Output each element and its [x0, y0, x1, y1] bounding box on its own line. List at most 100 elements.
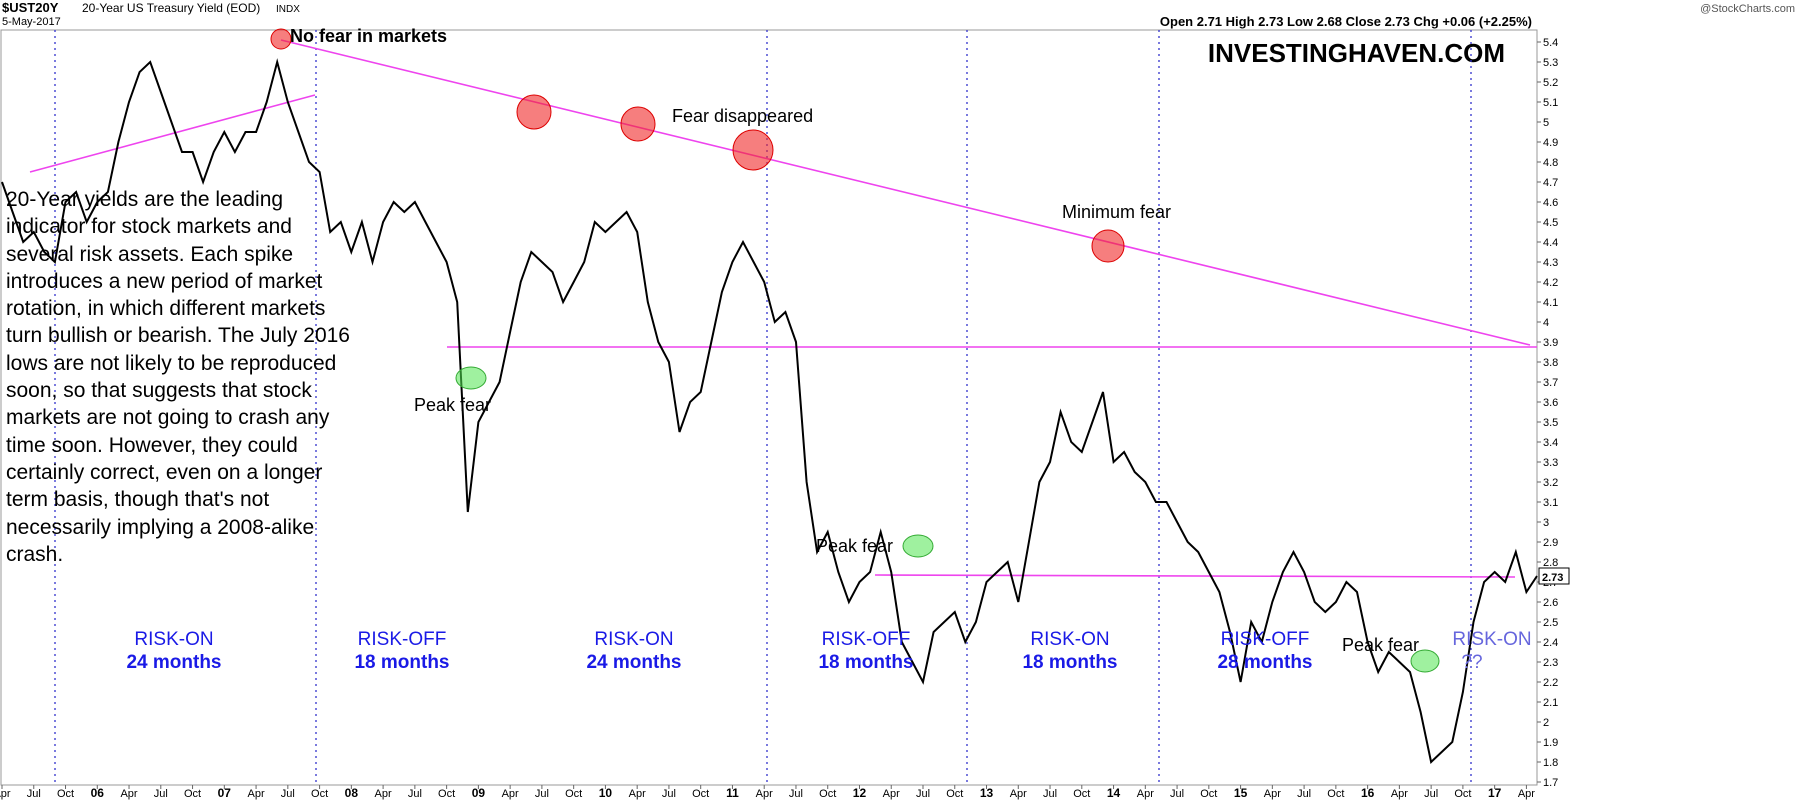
regime-label: RISK-OFF [358, 629, 447, 650]
chart-title: $UST20Y [2, 0, 59, 15]
y-tick-label: 3.6 [1543, 397, 1558, 409]
x-tick-label: Apr [248, 788, 265, 800]
x-tick-label: Oct [1200, 788, 1217, 800]
y-tick-label: 3.7 [1543, 377, 1558, 389]
description: 20-Year yields are the leading indicator… [6, 188, 350, 566]
x-tick-label: 11 [726, 786, 739, 800]
regime-duration: 24 months [586, 652, 681, 673]
annotation: Peak fear [816, 536, 893, 556]
x-tick-label: Apr [502, 788, 519, 800]
regime-duration: 18 months [818, 652, 913, 673]
annotation: Minimum fear [1062, 202, 1171, 222]
x-tick-label: Oct [1327, 788, 1344, 800]
watermark: INVESTINGHAVEN.COM [1208, 38, 1505, 68]
regime-label: RISK-ON [134, 629, 213, 650]
yield-line [1, 58, 1538, 764]
source: @StockCharts.com [1700, 3, 1795, 15]
y-tick-label: 3.9 [1543, 337, 1558, 349]
y-tick-label: 4.9 [1543, 137, 1558, 149]
y-tick-label: 3.4 [1543, 437, 1558, 449]
trough-ellipse [902, 534, 934, 558]
regime-label: RISK-ON [594, 629, 673, 650]
regime-label: RISK-OFF [1221, 629, 1310, 650]
y-tick-label: 2.9 [1543, 537, 1558, 549]
regime-duration: ?? [1461, 652, 1482, 673]
y-tick-label: 4.6 [1543, 197, 1558, 209]
x-tick-label: Apr [0, 788, 11, 800]
x-tick-label: Jul [1424, 788, 1438, 800]
y-tick-label: 4.2 [1543, 277, 1558, 289]
x-tick-label: Jul [662, 788, 676, 800]
y-tick-label: 4.4 [1543, 237, 1558, 249]
x-tick-label: 12 [853, 786, 867, 800]
peak-circle [270, 28, 292, 50]
peak-circle [516, 94, 552, 130]
y-tick-label: 4.3 [1543, 257, 1558, 269]
quote: Open 2.71 High 2.73 Low 2.68 Close 2.73 … [1160, 14, 1532, 29]
y-tick-label: 2.2 [1543, 677, 1558, 689]
annotation: Peak fear [414, 395, 491, 415]
y-tick-label: 2.6 [1543, 597, 1558, 609]
chart-subtitle: 20-Year US Treasury Yield (EOD) [82, 1, 260, 15]
x-tick-label: Apr [1391, 788, 1408, 800]
trend-line [29, 94, 316, 173]
y-tick-label: 5.1 [1543, 97, 1558, 109]
x-tick-label: 13 [980, 786, 994, 800]
x-tick-label: Jul [1297, 788, 1311, 800]
x-tick-label: Jul [789, 788, 803, 800]
y-tick-label: 2.3 [1543, 657, 1558, 669]
trend-line [280, 39, 1531, 346]
y-tick-label: 5 [1543, 117, 1549, 129]
y-tick-label: 3.3 [1543, 457, 1558, 469]
y-tick-label: 3.2 [1543, 477, 1558, 489]
regime-duration: 18 months [354, 652, 449, 673]
regime-label: RISK-ON [1030, 629, 1109, 650]
y-tick-label: 2.8 [1543, 557, 1558, 569]
y-tick-label: 1.7 [1543, 777, 1558, 789]
x-tick-label: Oct [1454, 788, 1471, 800]
y-tick-label: 4.7 [1543, 177, 1558, 189]
regime-duration: 24 months [126, 652, 221, 673]
peak-circle [1091, 229, 1125, 263]
x-tick-label: Jul [27, 788, 41, 800]
y-tick-label: 4.5 [1543, 217, 1558, 229]
x-tick-label: Jul [1170, 788, 1184, 800]
y-tick-label: 3.8 [1543, 357, 1558, 369]
regime-duration: 18 months [1022, 652, 1117, 673]
x-tick-label: Apr [375, 788, 392, 800]
x-tick-label: Oct [311, 788, 328, 800]
y-tick-label: 2 [1543, 717, 1549, 729]
x-tick-label: Oct [565, 788, 582, 800]
plot-frame [0, 29, 1538, 786]
x-tick-label: Jul [154, 788, 168, 800]
y-tick-label: 1.8 [1543, 757, 1558, 769]
x-tick-label: Oct [1073, 788, 1090, 800]
x-tick-label: Apr [1137, 788, 1154, 800]
regime-duration: 28 months [1217, 652, 1312, 673]
y-tick-label: 2.1 [1543, 697, 1558, 709]
x-tick-label: Oct [184, 788, 201, 800]
y-tick-label: 4.1 [1543, 297, 1558, 309]
annotation: Fear disappeared [672, 106, 813, 126]
x-tick-label: 16 [1361, 786, 1375, 800]
y-tick-label: 4.8 [1543, 157, 1558, 169]
x-tick-label: Oct [692, 788, 709, 800]
x-tick-label: Apr [120, 788, 137, 800]
last-value-label: 2.73 [1542, 572, 1563, 584]
x-tick-label: Apr [1010, 788, 1027, 800]
peak-circle [732, 129, 774, 171]
x-tick-label: 06 [91, 786, 105, 800]
y-tick-label: 2.5 [1543, 617, 1558, 629]
x-tick-label: Oct [819, 788, 836, 800]
x-tick-label: Jul [281, 788, 295, 800]
x-tick-label: Oct [57, 788, 74, 800]
x-tick-label: 15 [1234, 786, 1248, 800]
x-tick-label: Jul [535, 788, 549, 800]
x-tick-label: Apr [756, 788, 773, 800]
y-tick-label: 5.4 [1543, 37, 1558, 49]
y-tick-label: 5.3 [1543, 57, 1558, 69]
regime-label: RISK-ON [1452, 629, 1531, 650]
